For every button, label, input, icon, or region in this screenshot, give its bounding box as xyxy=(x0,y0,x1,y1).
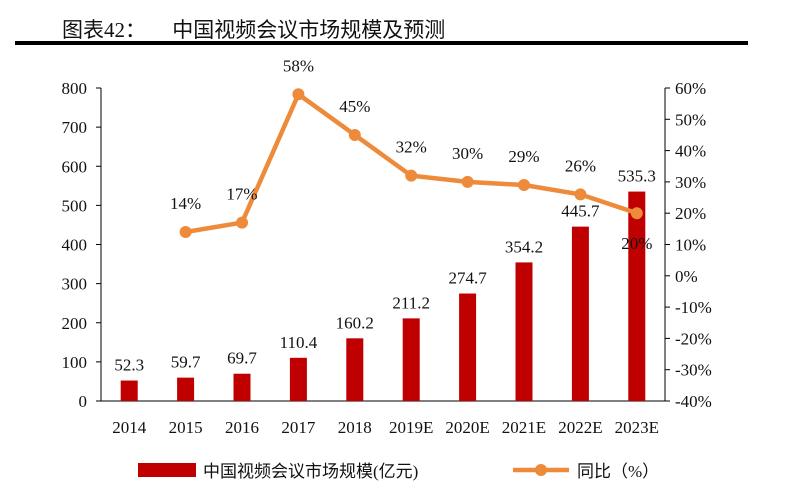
left-tick-label: 300 xyxy=(62,275,88,294)
right-tick-label: 10% xyxy=(675,236,706,255)
right-tick-label: 50% xyxy=(675,110,706,129)
line-label: 58% xyxy=(283,56,314,75)
bar-label: 445.7 xyxy=(561,202,600,221)
line-point xyxy=(348,128,361,141)
right-tick-label: -40% xyxy=(675,392,712,411)
bar-label: 535.3 xyxy=(618,167,656,186)
legend-bar-label: 中国视频会议市场规模(亿元) xyxy=(203,462,418,481)
x-tick-label: 2016 xyxy=(225,418,259,437)
bar xyxy=(289,357,307,401)
bar xyxy=(628,191,646,401)
line-point xyxy=(179,225,192,238)
right-tick-label: -30% xyxy=(675,361,712,380)
bar xyxy=(459,293,477,401)
line-point xyxy=(236,216,248,229)
line-label: 45% xyxy=(339,97,370,116)
bar xyxy=(346,338,364,401)
line-point xyxy=(518,179,530,192)
left-tick-label: 600 xyxy=(62,157,88,176)
line-label: 29% xyxy=(508,147,539,166)
bar-label: 110.4 xyxy=(280,333,318,352)
bar-label: 52.3 xyxy=(114,356,144,375)
line-point xyxy=(630,207,643,220)
left-tick-label: 400 xyxy=(62,236,88,255)
legend-bar-swatch xyxy=(138,463,196,477)
line-label: 17% xyxy=(226,185,257,204)
bar xyxy=(233,373,251,401)
chart-title: 中国视频会议市场规模及预测 xyxy=(172,18,446,42)
left-tick-label: 500 xyxy=(62,196,88,215)
left-tick-label: 700 xyxy=(62,118,88,137)
x-tick-label: 2022E xyxy=(558,418,602,437)
legend-line-marker xyxy=(535,464,547,476)
x-tick-label: 2019E xyxy=(389,418,433,437)
figure-label: 图表42： xyxy=(62,18,146,42)
bar-label: 274.7 xyxy=(448,269,487,288)
bar xyxy=(571,226,589,401)
right-tick-label: 20% xyxy=(675,204,706,223)
bar xyxy=(402,318,420,401)
line-point xyxy=(405,169,418,182)
bar xyxy=(120,380,138,401)
bar-label: 211.2 xyxy=(392,293,430,312)
line-label: 26% xyxy=(565,156,596,175)
x-tick-label: 2021E xyxy=(502,418,546,437)
left-tick-label: 800 xyxy=(62,79,88,98)
bar xyxy=(177,377,195,401)
x-tick-label: 2020E xyxy=(445,418,489,437)
x-tick-label: 2014 xyxy=(112,418,147,437)
right-tick-label: 60% xyxy=(675,79,706,98)
right-tick-label: 40% xyxy=(675,142,706,161)
legend-line-label: 同比（%） xyxy=(577,462,659,481)
right-tick-label: 30% xyxy=(675,173,706,192)
line-label: 32% xyxy=(396,138,427,157)
right-tick-label: 0% xyxy=(675,267,698,286)
x-tick-label: 2023E xyxy=(615,418,659,437)
line-label: 14% xyxy=(170,194,201,213)
left-tick-label: 200 xyxy=(62,314,88,333)
right-tick-label: -10% xyxy=(675,298,712,317)
line-label: 20% xyxy=(621,234,652,253)
left-tick-label: 100 xyxy=(62,353,88,372)
line-point xyxy=(574,188,587,201)
x-tick-label: 2015 xyxy=(169,418,203,437)
line-label: 30% xyxy=(452,144,483,163)
bar-label: 354.2 xyxy=(505,237,543,256)
x-tick-label: 2017 xyxy=(281,418,316,437)
line-point xyxy=(461,175,474,188)
title-rule xyxy=(15,41,748,45)
line-point xyxy=(292,88,305,101)
right-tick-label: -20% xyxy=(675,329,712,348)
bar-label: 69.7 xyxy=(227,349,257,368)
x-tick-label: 2018 xyxy=(338,418,372,437)
figure-title: 图表42： 中国视频会议市场规模及预测 xyxy=(62,14,445,44)
bar-label: 59.7 xyxy=(171,353,201,372)
bar-label: 160.2 xyxy=(336,313,374,332)
left-tick-label: 0 xyxy=(79,392,88,411)
bar xyxy=(515,262,533,401)
